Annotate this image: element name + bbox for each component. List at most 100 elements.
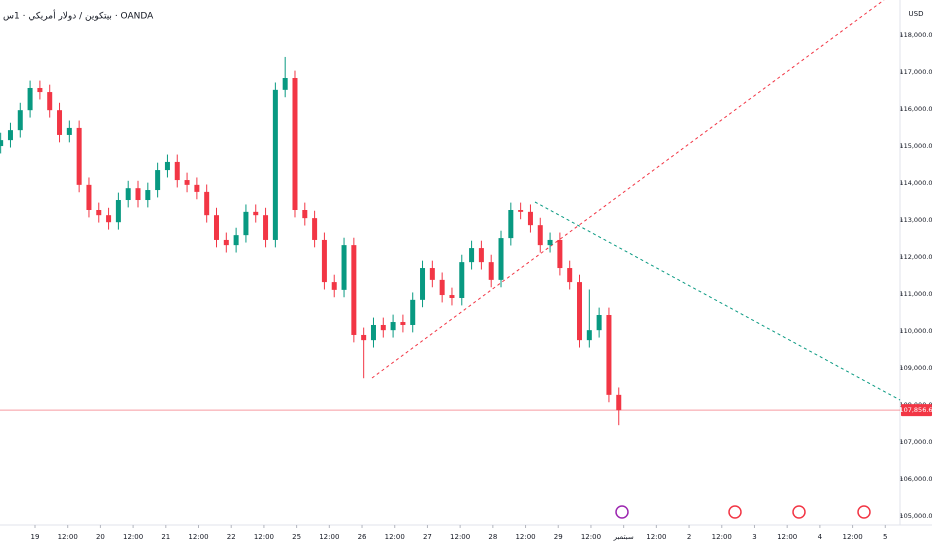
candle-body bbox=[361, 334, 367, 341]
candle-body bbox=[518, 210, 524, 212]
x-tick-label: 21 bbox=[161, 533, 170, 541]
candle-body bbox=[174, 161, 180, 181]
candle-body bbox=[57, 110, 63, 135]
candle-body bbox=[351, 245, 357, 335]
candle-body bbox=[606, 315, 612, 395]
x-tick-label: 19 bbox=[31, 533, 40, 541]
candle-body bbox=[213, 215, 219, 240]
y-tick-label: 116,000.0 bbox=[899, 105, 932, 113]
y-tick-label: 117,000.0 bbox=[899, 68, 932, 76]
y-tick-label: 115,000.0 bbox=[899, 142, 932, 150]
candle-body bbox=[420, 268, 426, 300]
candle-body bbox=[586, 330, 592, 341]
candle-body bbox=[478, 248, 484, 263]
candle-body bbox=[292, 78, 298, 211]
candle-body bbox=[253, 211, 259, 216]
candle-body bbox=[66, 127, 72, 135]
candle-body bbox=[390, 322, 396, 331]
x-tick-label: 12:00 bbox=[123, 533, 143, 541]
candle-body bbox=[527, 211, 533, 226]
candle-body bbox=[233, 235, 239, 246]
candle-body bbox=[96, 210, 102, 216]
candle-body bbox=[47, 92, 53, 111]
candle-body bbox=[370, 324, 376, 341]
candle-body bbox=[537, 225, 543, 246]
y-tick-label: 114,000.0 bbox=[899, 179, 932, 187]
x-tick-label: 12:00 bbox=[581, 533, 601, 541]
candle-body bbox=[459, 262, 465, 298]
event-icon[interactable] bbox=[857, 505, 871, 519]
candle-body bbox=[272, 89, 278, 240]
x-tick-label: 12:00 bbox=[58, 533, 78, 541]
candle-body bbox=[125, 188, 131, 201]
candle-body bbox=[86, 184, 92, 210]
candle-body bbox=[508, 210, 514, 239]
candle-body bbox=[312, 218, 318, 240]
x-tick-label: 12:00 bbox=[777, 533, 797, 541]
x-tick-label: 12:00 bbox=[254, 533, 274, 541]
event-icons bbox=[615, 505, 871, 519]
x-tick-label: 4 bbox=[818, 533, 823, 541]
x-tick-label: 20 bbox=[96, 533, 105, 541]
x-tick-label: 2 bbox=[687, 533, 691, 541]
candle-body bbox=[410, 299, 416, 325]
candle-body bbox=[194, 184, 200, 192]
candle-body bbox=[223, 239, 229, 246]
x-tick-label: 12:00 bbox=[319, 533, 339, 541]
candle-body bbox=[380, 324, 386, 331]
event-icon[interactable] bbox=[792, 505, 806, 519]
y-tick-label: 106,000.0 bbox=[899, 475, 932, 483]
candle-body bbox=[106, 215, 112, 223]
candle-body bbox=[498, 238, 504, 280]
candle-body bbox=[263, 215, 269, 240]
candle-body bbox=[243, 211, 249, 236]
candle-body bbox=[577, 282, 583, 341]
currency-label: USD bbox=[909, 10, 924, 18]
x-tick-label: 29 bbox=[554, 533, 563, 541]
x-tick-label: 12:00 bbox=[646, 533, 666, 541]
event-icon[interactable] bbox=[728, 505, 742, 519]
x-tick-label: 12:00 bbox=[842, 533, 862, 541]
candle-body bbox=[17, 110, 23, 131]
y-tick-label: 110,000.0 bbox=[899, 327, 932, 335]
x-tick-label: 22 bbox=[227, 533, 236, 541]
candle-body bbox=[439, 279, 445, 296]
candle-body bbox=[115, 200, 121, 223]
candle-body bbox=[567, 268, 573, 283]
candle-body bbox=[331, 282, 337, 290]
candle-body bbox=[164, 161, 170, 171]
last-price-box bbox=[901, 404, 932, 417]
candle-body bbox=[547, 239, 553, 246]
last-price-label: 107,856.6 bbox=[899, 406, 932, 414]
candle-body bbox=[449, 295, 455, 298]
x-tick-label: 5 bbox=[883, 533, 887, 541]
x-tick-label: 3 bbox=[752, 533, 756, 541]
candle-body bbox=[321, 239, 327, 283]
y-tick-label: 107,000.0 bbox=[899, 438, 932, 446]
x-tick-label: 28 bbox=[488, 533, 497, 541]
candle-body bbox=[400, 322, 406, 325]
candle-body bbox=[76, 127, 82, 185]
y-tick-label: 111,000.0 bbox=[899, 290, 932, 298]
candle-body bbox=[27, 87, 33, 111]
candle-body bbox=[429, 268, 435, 280]
trend-line[interactable] bbox=[371, 0, 885, 379]
candle-body bbox=[616, 394, 622, 411]
y-tick-label: 118,000.0 bbox=[899, 31, 932, 39]
event-icon[interactable] bbox=[615, 505, 629, 519]
candle-body bbox=[302, 210, 308, 219]
x-tick-label: 12:00 bbox=[712, 533, 732, 541]
candle-body bbox=[204, 191, 210, 216]
x-tick-label: 26 bbox=[358, 533, 367, 541]
x-tick-label: 12:00 bbox=[450, 533, 470, 541]
y-tick-label: 105,000.0 bbox=[899, 512, 932, 520]
candle-body bbox=[155, 170, 161, 191]
x-tick-label: 25 bbox=[292, 533, 301, 541]
candle-body bbox=[341, 245, 347, 290]
x-tick-label: 12:00 bbox=[515, 533, 535, 541]
candle-body bbox=[135, 188, 141, 201]
candle-body bbox=[37, 87, 43, 93]
candle-body bbox=[145, 190, 151, 201]
